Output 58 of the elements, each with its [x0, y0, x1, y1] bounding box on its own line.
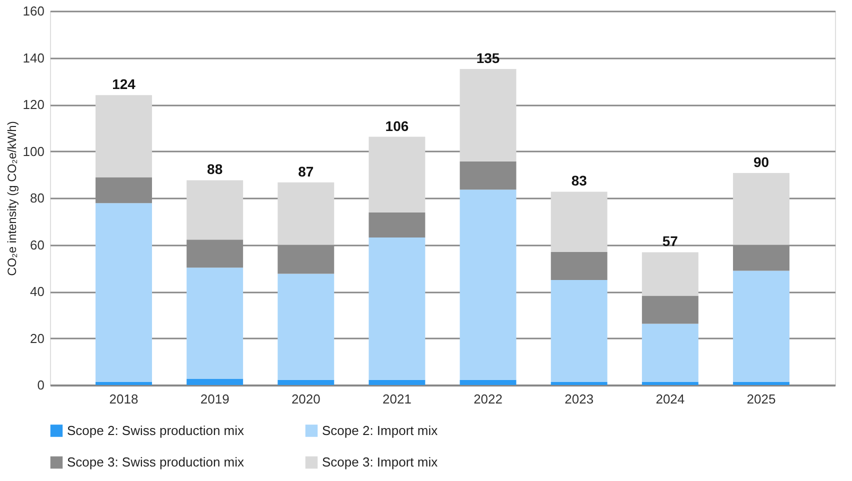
bar — [550, 280, 608, 382]
x-tick-label: 2022 — [474, 392, 502, 406]
x-tick-label: 2025 — [746, 392, 776, 406]
bar — [733, 270, 790, 382]
y-tick-label: 60 — [30, 237, 44, 252]
total-label: 87 — [298, 163, 314, 180]
bar — [278, 274, 334, 380]
total-label: 57 — [662, 233, 678, 250]
x-tick-label: 2019 — [200, 392, 230, 406]
bar — [278, 182, 334, 245]
bar — [642, 252, 698, 296]
total-label: 90 — [753, 154, 770, 170]
bar — [550, 192, 608, 252]
y-tick-label: 20 — [30, 330, 44, 346]
bar — [550, 382, 608, 385]
bar — [96, 203, 152, 382]
x-tick-label: 2018 — [109, 392, 138, 406]
bar — [550, 252, 608, 280]
legend-label: Scope 2: Import mix — [322, 422, 438, 438]
total-label: 83 — [571, 172, 588, 189]
bar — [642, 382, 698, 385]
bar — [186, 378, 244, 385]
total-label: 106 — [385, 118, 409, 134]
bar — [278, 380, 334, 385]
total-label: 88 — [207, 161, 223, 178]
bar — [368, 212, 426, 238]
y-tick-label: 80 — [30, 190, 44, 206]
bar — [368, 136, 426, 212]
bar — [733, 382, 790, 385]
y-tick-label: 0 — [37, 378, 44, 392]
total-label: 124 — [112, 76, 136, 92]
x-tick-label: 2024 — [656, 392, 685, 406]
bar — [733, 172, 790, 245]
legend-label: Scope 3: Import mix — [322, 454, 438, 470]
bar — [460, 162, 516, 190]
y-tick-label: 160 — [22, 4, 44, 18]
y-tick-label: 140 — [22, 50, 44, 66]
bar — [642, 324, 698, 382]
x-tick-label: 2020 — [291, 392, 320, 406]
bar — [96, 95, 152, 178]
y-tick-label: 40 — [30, 284, 44, 299]
bar — [460, 68, 516, 162]
bar — [368, 238, 426, 380]
total-label: 135 — [476, 50, 500, 66]
bar — [460, 190, 516, 380]
bar — [186, 268, 244, 379]
y-axis-title: CO₂e intensity (g CO₂e/kWh) — [4, 121, 19, 276]
x-tick-label: 2021 — [382, 392, 412, 406]
x-tick-label: 2023 — [564, 392, 594, 406]
bar — [186, 180, 244, 240]
bar — [96, 382, 152, 385]
legend-label: Scope 3: Swiss production mix — [67, 454, 245, 470]
y-tick-label: 100 — [22, 144, 44, 159]
bar — [642, 296, 698, 324]
bar — [460, 380, 516, 385]
y-tick-label: 120 — [22, 97, 44, 112]
legend-label: Scope 2: Swiss production mix — [67, 422, 245, 438]
bar — [368, 380, 426, 385]
